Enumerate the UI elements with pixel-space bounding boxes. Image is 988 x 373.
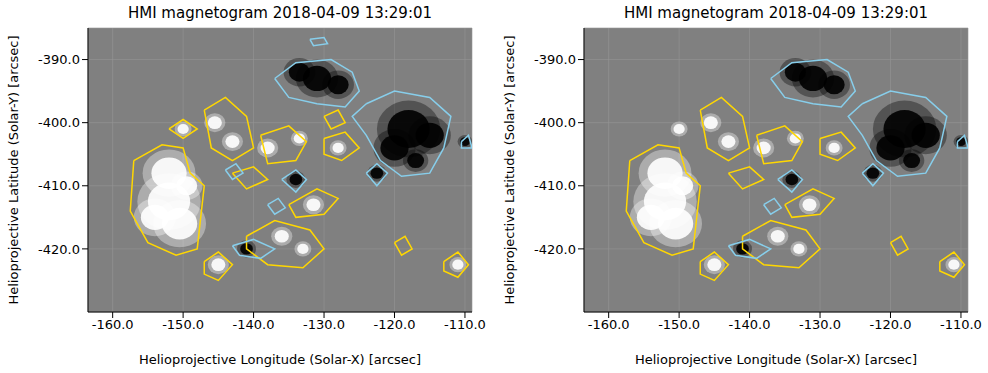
- svg-text:Helioprojective Longitude (Sol: Helioprojective Longitude (Solar-X) [arc…: [635, 352, 917, 367]
- svg-text:-160.0: -160.0: [92, 317, 134, 332]
- svg-text:-150.0: -150.0: [658, 317, 700, 332]
- svg-text:-140.0: -140.0: [233, 317, 275, 332]
- svg-text:-410.0: -410.0: [38, 178, 80, 193]
- svg-text:-160.0: -160.0: [588, 317, 630, 332]
- html-text:HMI magnetogram 2018-04-09 13:: HMI magnetogram 2018-04-09 13:29:01: [623, 4, 928, 22]
- svg-text:-110.0: -110.0: [444, 317, 486, 332]
- html-text:HMI magnetogram 2018-04-09 13:: HMI magnetogram 2018-04-09 13:29:01: [127, 4, 432, 22]
- svg-text:-400.0: -400.0: [38, 115, 80, 130]
- svg-text:Helioprojective Longitude (Sol: Helioprojective Longitude (Solar-X) [arc…: [139, 352, 421, 367]
- svg-text:Helioprojective Latitude (Sola: Helioprojective Latitude (Solar-Y) [arcs…: [6, 35, 21, 304]
- svg-text:-390.0: -390.0: [38, 52, 80, 67]
- svg-text:-410.0: -410.0: [534, 178, 576, 193]
- svg-text:-390.0: -390.0: [534, 52, 576, 67]
- svg-text:-150.0: -150.0: [162, 317, 204, 332]
- svg-text:-140.0: -140.0: [729, 317, 771, 332]
- svg-text:-400.0: -400.0: [534, 115, 576, 130]
- svg-text:Helioprojective Latitude (Sola: Helioprojective Latitude (Solar-Y) [arcs…: [502, 35, 517, 304]
- svg-text:-420.0: -420.0: [38, 242, 80, 257]
- svg-text:-120.0: -120.0: [870, 317, 912, 332]
- svg-text:-110.0: -110.0: [940, 317, 982, 332]
- svg-text:-420.0: -420.0: [534, 242, 576, 257]
- svg-text:-130.0: -130.0: [799, 317, 841, 332]
- svg-text:-130.0: -130.0: [303, 317, 345, 332]
- svg-text:-120.0: -120.0: [374, 317, 416, 332]
